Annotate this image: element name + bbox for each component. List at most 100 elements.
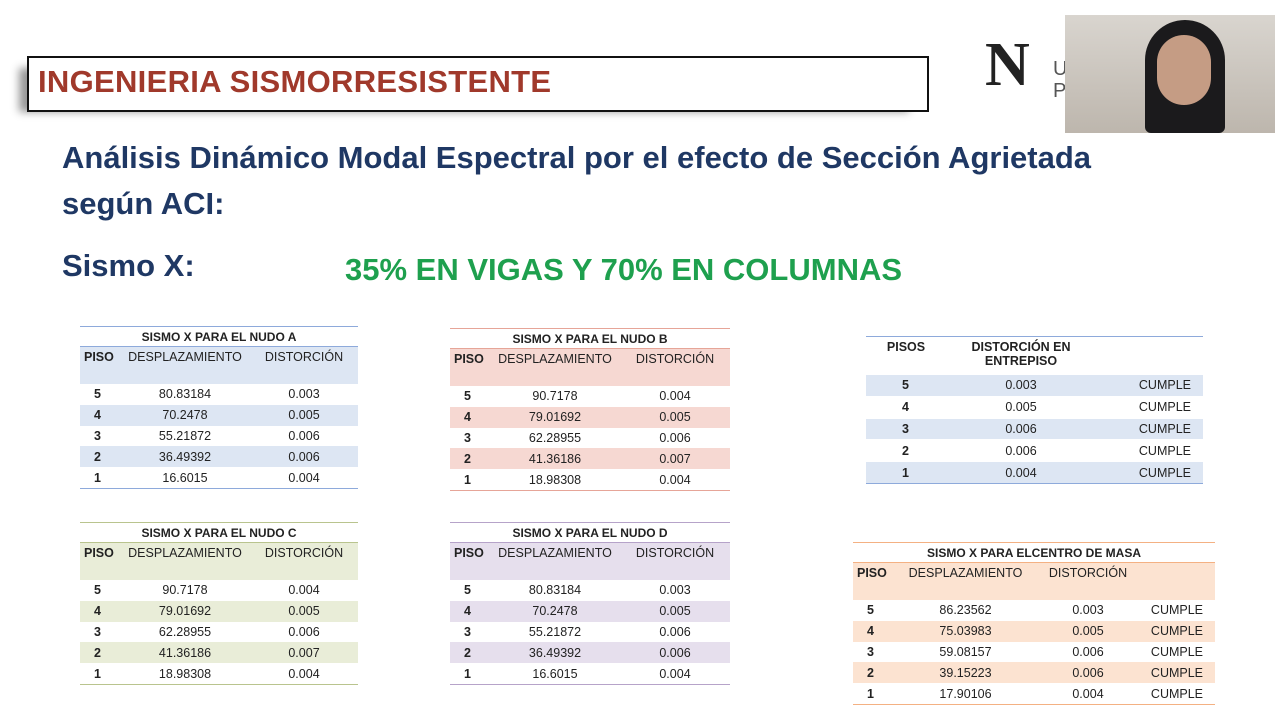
table-row: 2 39.15223 0.006 CUMPLE	[853, 662, 1216, 684]
cell: 79.01692	[158, 604, 212, 619]
cell: CUMPLE	[1150, 603, 1204, 618]
cell: 3	[94, 624, 101, 639]
cell: 5	[867, 603, 874, 618]
cell: 18.98308	[158, 666, 212, 681]
subtitle: según ACI:	[62, 186, 225, 221]
cell: 0.006	[1072, 665, 1104, 680]
cell: 0.004	[288, 666, 320, 681]
cell: CUMPLE	[1150, 624, 1204, 639]
table-title: SISMO X PARA EL NUDO A	[80, 326, 359, 347]
cell: 0.004	[659, 666, 691, 681]
table-row: 3 59.08157 0.006 CUMPLE	[853, 642, 1215, 663]
table-title: SISMO X PARA EL NUDO D	[450, 522, 731, 543]
cell: 0.007	[659, 451, 691, 466]
slide-title: INGENIERIA SISMORRESISTENTE	[38, 64, 552, 99]
cell: 2	[464, 645, 471, 660]
cell: 0.005	[1072, 624, 1104, 639]
column-header: DISTORCIÓN EN ENTREPISO	[971, 340, 1071, 368]
header-row: PISO DESPLAZAMIENTO DISTORCIÓN	[450, 542, 731, 580]
title-row: SISMO X PARA EL NUDO A	[80, 326, 359, 347]
column-header: DISTORCIÓN	[264, 350, 344, 364]
cell: 0.004	[288, 470, 320, 485]
cell: 0.006	[1005, 443, 1037, 458]
cell: 2	[464, 451, 471, 466]
column-header: PISOS	[886, 340, 926, 354]
cell: 4	[464, 604, 471, 619]
cell: 2	[867, 665, 874, 680]
cell: 5	[94, 583, 101, 598]
cell: CUMPLE	[1150, 644, 1204, 659]
table-row: 3 55.21872 0.006	[450, 622, 730, 643]
title-row: SISMO X PARA EL NUDO D	[450, 522, 731, 543]
logo-letter: N	[985, 31, 1030, 99]
cell: 0.003	[1072, 603, 1104, 618]
data-table: SISMO X PARA EL NUDO C PISO DESPLAZAMIENTO…	[80, 522, 359, 685]
cell: 1	[867, 686, 874, 701]
cell: 17.90106	[939, 686, 992, 701]
cell: 0.006	[288, 624, 320, 639]
cell: 55.21872	[158, 428, 212, 443]
cell: CUMPLE	[1150, 686, 1204, 701]
cell: 5	[464, 389, 471, 404]
column-header: PISO	[84, 546, 114, 560]
cell: 18.98308	[528, 472, 582, 487]
table-row: 1 0.004 CUMPLE	[866, 461, 1203, 484]
cell: 55.21872	[528, 624, 582, 639]
table-row: 2 41.36186 0.007	[80, 642, 359, 664]
cell: 3	[464, 624, 471, 639]
cell: 62.28955	[528, 430, 582, 445]
table-row: 4 75.03983 0.005 CUMPLE	[853, 620, 1216, 642]
cell: 5	[94, 387, 101, 402]
cell: 0.003	[659, 583, 691, 598]
cell: 4	[867, 624, 874, 639]
column-header: DISTORCIÓN	[635, 546, 715, 560]
cell: 0.004	[659, 472, 691, 487]
cell: 0.004	[659, 389, 691, 404]
logo-text: U	[1053, 58, 1068, 80]
cell: 0.005	[659, 410, 691, 425]
cell: 75.03983	[939, 624, 992, 639]
cell: 0.004	[288, 583, 320, 598]
cell: 1	[464, 472, 471, 487]
cell: 1	[902, 465, 909, 480]
table-row: 1 18.98308 0.004	[450, 469, 730, 490]
data-table: SISMO X PARA ELCENTRO DE MASA PISO DESPLAZ…	[853, 542, 1216, 705]
cell: 1	[94, 666, 101, 681]
cell: 3	[464, 430, 471, 445]
table-title: SISMO X PARA ELCENTRO DE MASA	[853, 542, 1216, 563]
table-row: 4 79.01692 0.005	[80, 600, 359, 622]
title-row: SISMO X PARA EL NUDO B	[450, 328, 731, 349]
column-header-empty	[1096, 337, 1203, 375]
data-table: SISMO X PARA EL NUDO A PISO DESPLAZAMIENTO…	[80, 326, 359, 489]
cell: 36.49392	[528, 645, 582, 660]
cell: 5	[902, 378, 909, 393]
column-header: PISO	[454, 546, 484, 560]
data-table: SISMO X PARA EL NUDO B PISO DESPLAZAMIENTO…	[450, 328, 731, 491]
header-row: PISO DESPLAZAMIENTO DISTORCIÓN	[450, 348, 731, 386]
table-row: 2 36.49392 0.006	[450, 642, 731, 664]
cell: 0.005	[1005, 400, 1037, 415]
cell: 16.6015	[162, 470, 208, 485]
cell: 80.83184	[158, 387, 212, 402]
cell: 70.2478	[162, 408, 208, 423]
column-header: DESPLAZAMIENTO	[498, 352, 612, 366]
cell: 0.006	[1005, 421, 1037, 436]
cell: 0.003	[288, 387, 320, 402]
cell: 4	[94, 408, 101, 423]
cell: 4	[902, 400, 909, 415]
cell: 0.005	[659, 604, 691, 619]
title-row: SISMO X PARA EL NUDO C	[80, 522, 359, 543]
cell: 3	[902, 421, 909, 436]
column-header-empty	[1138, 563, 1215, 601]
cell: 0.004	[1072, 686, 1104, 701]
cell: 79.01692	[528, 410, 582, 425]
column-header: DESPLAZAMIENTO	[128, 546, 242, 560]
cell: 0.006	[659, 624, 691, 639]
subtitle: Análisis Dinámico Modal Espectral por el…	[62, 140, 1092, 175]
title-row: SISMO X PARA ELCENTRO DE MASA	[853, 542, 1216, 563]
table-row: 5 0.003 CUMPLE	[866, 374, 1203, 397]
column-header: DESPLAZAMIENTO	[498, 546, 612, 560]
cell: CUMPLE	[1138, 443, 1191, 458]
column-header: PISO	[857, 566, 887, 580]
cell: 2	[902, 443, 909, 458]
